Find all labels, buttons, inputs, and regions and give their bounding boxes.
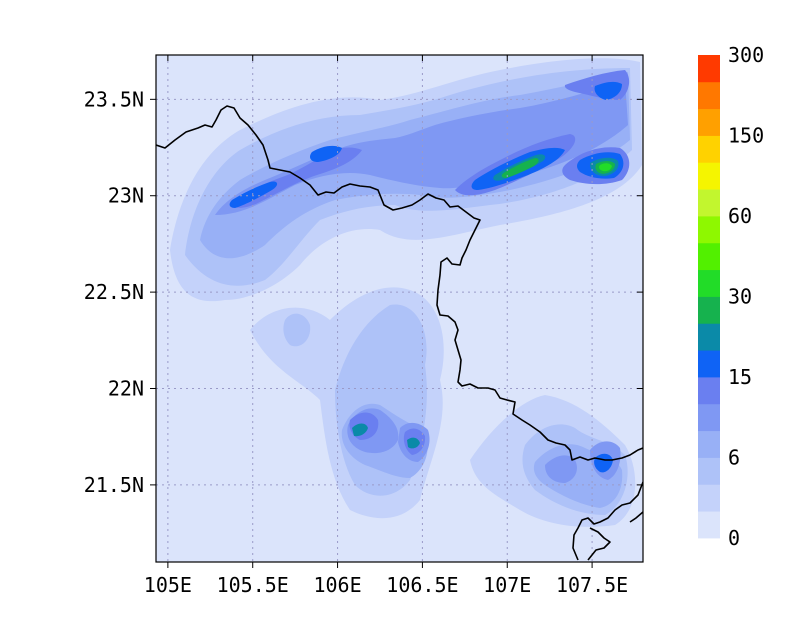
colorbar-swatch [698, 323, 720, 351]
colorbar-swatch [698, 296, 720, 324]
colorbar-swatch [698, 511, 720, 539]
map-gridlines [156, 55, 643, 562]
colorbar-label: 300 [728, 43, 764, 67]
colorbar-swatch [698, 269, 720, 297]
y-tick-label: 23N [108, 184, 144, 208]
colorbar-swatch [698, 484, 720, 512]
colorbar-swatch [698, 350, 720, 378]
y-tick-label: 21.5N [84, 473, 144, 497]
x-tick-label: 106.5E [386, 573, 458, 597]
colorbar-label: 15 [728, 365, 752, 389]
y-tick-label: 22.5N [84, 280, 144, 304]
x-tick-label: 107.5E [556, 573, 628, 597]
country-border [156, 105, 643, 561]
colorbar-swatch [698, 457, 720, 485]
colorbar-label: 30 [728, 285, 752, 309]
colorbar-label: 150 [728, 124, 764, 148]
map-frame [155, 54, 644, 563]
x-axis: 105E 105.5E 106E 106.5E 107E 107.5E [144, 55, 628, 597]
y-axis: 23.5N 23N 22.5N 22N 21.5N [84, 87, 643, 497]
x-tick-label: 106E [313, 573, 361, 597]
colorbar-swatch [698, 377, 720, 405]
colorbar-swatch [698, 242, 720, 271]
colorbar-label: 0 [728, 526, 740, 550]
colorbar-swatch [698, 189, 720, 217]
colorbar-swatch [698, 135, 720, 163]
colorbar-swatch [698, 81, 720, 110]
y-tick-label: 23.5N [84, 87, 144, 111]
colorbar-label: 6 [728, 446, 740, 470]
contour-level-9 [599, 163, 612, 172]
precipitation-contours [170, 58, 642, 527]
colorbar-labels: 0 6 15 30 60 150 300 [728, 43, 764, 550]
y-tick-label: 22N [108, 377, 144, 401]
colorbar-label: 60 [728, 204, 752, 228]
colorbar-swatch [698, 162, 720, 190]
colorbar-swatch [698, 55, 720, 83]
colorbar [698, 55, 720, 539]
colorbar-swatch [698, 403, 720, 432]
x-tick-label: 107E [483, 573, 531, 597]
colorbar-swatch [698, 108, 720, 136]
colorbar-swatch [698, 430, 720, 458]
colorbar-swatch [698, 216, 720, 244]
x-tick-label: 105.5E [217, 573, 289, 597]
x-tick-label: 105E [144, 573, 192, 597]
